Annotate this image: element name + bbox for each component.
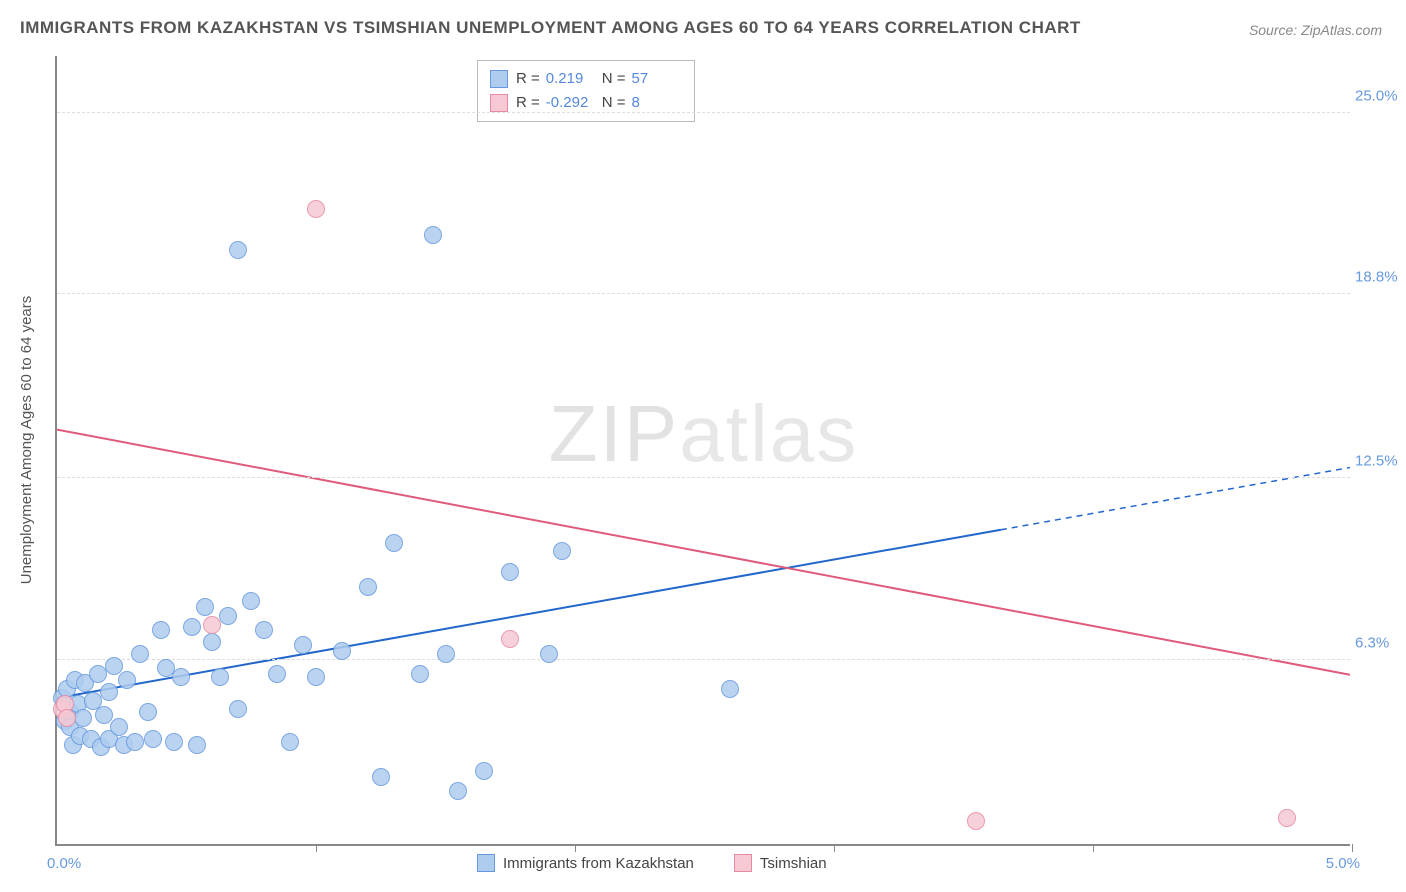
gridline [57,659,1350,660]
data-point [211,668,229,686]
data-point [152,621,170,639]
data-point [307,200,325,218]
data-point [501,630,519,648]
data-point [229,700,247,718]
data-point [255,621,273,639]
legend-swatch [490,70,508,88]
data-point [172,668,190,686]
plot-area: ZIPatlas R =0.219N =57R =-0.292N =8 Immi… [55,56,1350,846]
data-point [139,703,157,721]
data-point [721,680,739,698]
data-point [411,665,429,683]
data-point [95,706,113,724]
data-point [242,592,260,610]
data-point [58,709,76,727]
y-tick-label: 6.3% [1355,634,1406,651]
y-tick-label: 12.5% [1355,453,1406,470]
data-point [165,733,183,751]
data-point [229,241,247,259]
legend-series-label: Tsimshian [760,855,827,872]
x-axis-max-label: 5.0% [1326,855,1360,872]
trend-line-solid [57,430,1350,675]
data-point [359,578,377,596]
data-point [501,563,519,581]
data-point [449,782,467,800]
x-axis-min-label: 0.0% [47,855,81,872]
gridline [57,293,1350,294]
data-point [268,665,286,683]
y-axis-label: Unemployment Among Ages 60 to 64 years [18,296,35,585]
data-point [333,642,351,660]
x-tick [575,844,576,852]
data-point [118,671,136,689]
data-point [126,733,144,751]
legend-series-item: Immigrants from Kazakhstan [477,854,694,872]
y-tick-label: 25.0% [1355,87,1406,104]
x-tick [1352,844,1353,852]
data-point [437,645,455,663]
legend-series-item: Tsimshian [734,854,827,872]
data-point [1278,809,1296,827]
legend-stats-text: R =0.219N =57 [516,67,682,91]
x-tick [1093,844,1094,852]
x-tick [316,844,317,852]
gridline [57,477,1350,478]
data-point [183,618,201,636]
data-point [110,718,128,736]
data-point [967,812,985,830]
data-point [131,645,149,663]
legend-swatch [734,854,752,872]
data-point [219,607,237,625]
data-point [144,730,162,748]
chart-title: IMMIGRANTS FROM KAZAKHSTAN VS TSIMSHIAN … [20,18,1081,38]
legend-swatch [490,94,508,112]
watermark-zip: ZIP [549,389,679,478]
gridline [57,112,1350,113]
data-point [307,668,325,686]
data-point [203,616,221,634]
data-point [105,657,123,675]
data-point [294,636,312,654]
legend-series: Immigrants from Kazakhstan Tsimshian [477,854,827,872]
trend-lines [57,56,1350,844]
data-point [100,683,118,701]
x-tick [834,844,835,852]
watermark-atlas: atlas [679,389,858,478]
y-tick-label: 18.8% [1355,268,1406,285]
data-point [424,226,442,244]
data-point [188,736,206,754]
watermark: ZIPatlas [549,388,858,480]
data-point [74,709,92,727]
legend-stats: R =0.219N =57R =-0.292N =8 [477,60,695,122]
source-label: Source: ZipAtlas.com [1249,22,1382,38]
legend-stats-row: R =0.219N =57 [490,67,682,91]
data-point [281,733,299,751]
data-point [475,762,493,780]
legend-swatch [477,854,495,872]
data-point [203,633,221,651]
data-point [385,534,403,552]
data-point [372,768,390,786]
data-point [540,645,558,663]
data-point [553,542,571,560]
data-point [196,598,214,616]
legend-series-label: Immigrants from Kazakhstan [503,855,694,872]
